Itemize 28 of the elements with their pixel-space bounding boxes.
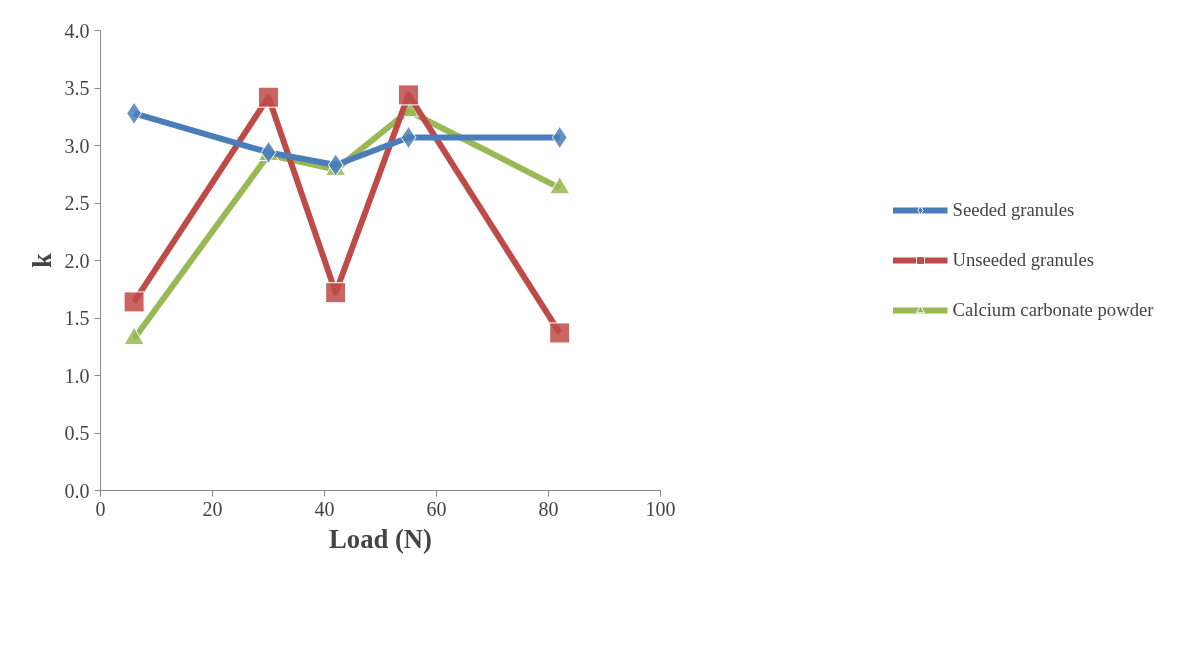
point xyxy=(398,84,419,106)
y-tick-label: 2.5 xyxy=(64,192,90,214)
x-axis-title: Load (N) xyxy=(329,523,432,554)
y-axis-title: k xyxy=(26,252,57,268)
y-tick-label: 0.0 xyxy=(64,479,90,502)
x-tick-label: 100 xyxy=(645,497,676,520)
x-tick-label: 20 xyxy=(202,497,223,520)
point xyxy=(400,125,417,149)
y-tick-label: 1.5 xyxy=(64,307,90,329)
x-tick-label: 0 xyxy=(95,497,106,520)
y-tick-label: 2.0 xyxy=(64,249,90,272)
y-tick-label: 0.5 xyxy=(64,422,90,444)
y-tick-label: 3.5 xyxy=(64,77,90,99)
point xyxy=(549,322,571,344)
x-tick-label: 80 xyxy=(538,497,559,520)
legend-label: Seeded granules xyxy=(952,199,1075,221)
point xyxy=(258,86,279,108)
y-tick-label: 4.0 xyxy=(64,19,90,42)
point xyxy=(551,125,568,149)
x-tick-label: 60 xyxy=(426,497,447,520)
x-tick-label: 40 xyxy=(314,497,335,520)
point xyxy=(123,291,145,313)
y-tick-label: 1.0 xyxy=(64,364,90,387)
point xyxy=(327,153,344,177)
y-tick-label: 3.0 xyxy=(64,134,90,157)
legend-label: Unseeded granules xyxy=(952,249,1094,271)
legend-label: Calcium carbonate powder xyxy=(952,299,1154,321)
point xyxy=(325,282,347,304)
